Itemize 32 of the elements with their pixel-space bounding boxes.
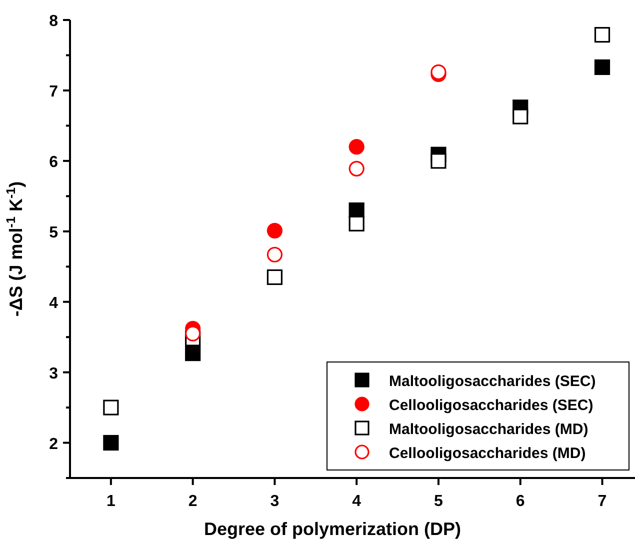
- point: [512, 108, 528, 124]
- y-tick-label: 5: [49, 224, 58, 242]
- point: [594, 59, 610, 76]
- x-tick-label: 1: [106, 493, 116, 510]
- x-tick-label: 3: [270, 493, 280, 510]
- x-tick-label: 6: [516, 493, 525, 510]
- point: [103, 400, 119, 416]
- legend-label: Cellooligosaccharides (MD): [389, 445, 586, 462]
- point: [266, 222, 283, 238]
- y-tick-label: 7: [49, 83, 58, 100]
- legend-label: Cellooligosaccharides (SEC): [389, 397, 594, 414]
- point: [348, 139, 364, 155]
- legend-label: Maltooligosaccharides (SEC): [389, 373, 596, 390]
- y-tick-label: 6: [49, 154, 58, 171]
- point: [185, 345, 201, 362]
- y-tick-label: 2: [49, 436, 58, 453]
- y-tick-label: 3: [49, 365, 58, 382]
- point: [103, 434, 119, 451]
- point: [266, 269, 283, 285]
- x-tick-label: 5: [434, 493, 444, 510]
- y-tick-label: 4: [49, 294, 58, 312]
- point: [348, 160, 364, 176]
- x-tick-label: 2: [188, 493, 198, 510]
- point: [594, 26, 610, 43]
- y-tick-label: 8: [49, 13, 58, 30]
- x-tick-label: 4: [352, 493, 362, 510]
- legend-label: Maltooligosaccharides (MD): [389, 421, 588, 438]
- point: [185, 326, 201, 342]
- x-axis-title: Degree of polymerization (DP): [204, 519, 462, 539]
- x-tick-label: 7: [598, 493, 607, 510]
- point: [430, 153, 446, 169]
- point: [348, 216, 364, 232]
